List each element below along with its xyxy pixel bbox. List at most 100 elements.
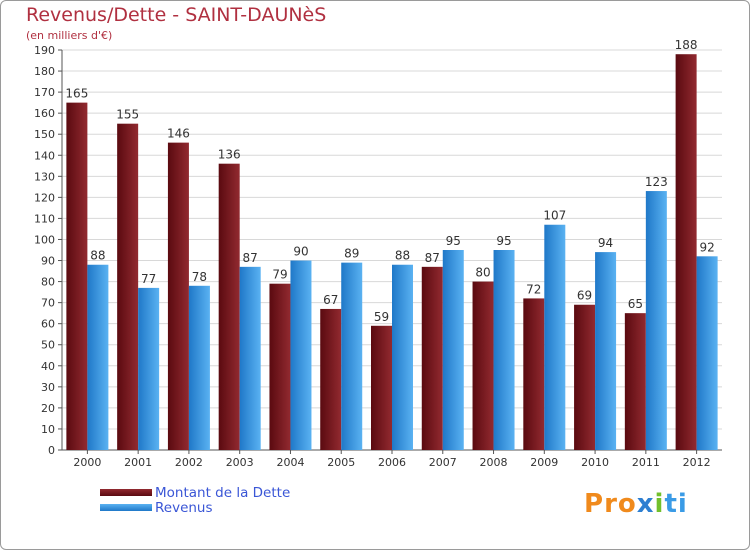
y-tick-label: 60 xyxy=(41,318,55,331)
value-label: 88 xyxy=(395,249,410,263)
value-label: 69 xyxy=(577,289,592,303)
bar-revenus xyxy=(442,250,464,450)
value-label: 59 xyxy=(374,310,389,324)
value-label: 87 xyxy=(243,251,258,265)
chart-title: Revenus/Dette - SAINT-DAUNèS xyxy=(26,4,327,26)
value-label: 88 xyxy=(90,249,105,263)
value-label: 95 xyxy=(496,234,511,248)
value-label: 165 xyxy=(65,87,88,101)
value-label: 72 xyxy=(526,282,541,296)
bar-revenus xyxy=(87,264,109,450)
bar-dette xyxy=(218,163,240,450)
chart-subtitle: (en milliers d'€) xyxy=(26,29,113,42)
x-tick-label: 2006 xyxy=(378,456,406,469)
value-label: 65 xyxy=(628,297,643,311)
y-tick-label: 130 xyxy=(34,170,55,183)
y-tick-label: 190 xyxy=(34,44,55,57)
value-label: 90 xyxy=(293,245,308,259)
value-label: 92 xyxy=(699,240,714,254)
value-label: 80 xyxy=(475,266,490,280)
bar-dette xyxy=(117,123,139,451)
bar-revenus xyxy=(645,191,667,451)
bar-revenus xyxy=(392,264,413,450)
bar-revenus xyxy=(188,285,210,450)
y-tick-label: 50 xyxy=(41,339,55,352)
bar-revenus xyxy=(341,262,363,450)
bar-dette xyxy=(269,283,291,450)
bar-dette xyxy=(675,54,697,451)
bar-dette xyxy=(472,281,494,450)
logo-letter: i xyxy=(677,489,688,519)
x-tick-label: 2002 xyxy=(175,456,203,469)
y-tick-label: 20 xyxy=(41,402,55,415)
bar-dette xyxy=(320,308,342,450)
y-tick-label: 140 xyxy=(34,149,55,162)
bar-dette xyxy=(624,313,646,450)
legend-swatch-revenus xyxy=(100,504,152,511)
y-tick-label: 0 xyxy=(48,444,55,457)
x-tick-label: 2009 xyxy=(530,456,558,469)
logo-letter: r xyxy=(604,489,618,519)
bar-dette xyxy=(574,304,596,450)
value-label: 155 xyxy=(116,108,139,122)
bar-revenus xyxy=(595,252,617,450)
y-tick-label: 110 xyxy=(34,212,55,225)
bar-dette xyxy=(371,325,392,450)
y-tick-label: 150 xyxy=(34,128,55,141)
bar-dette xyxy=(523,298,545,450)
x-tick-label: 2004 xyxy=(276,456,304,469)
value-label: 78 xyxy=(192,270,207,284)
logo-letter: x xyxy=(636,489,655,519)
value-label: 79 xyxy=(272,268,287,282)
bars xyxy=(66,54,718,451)
value-labels: 165 88 155 77 146 78 136 87 79 90 67 89 59 88 87 95 80 95… xyxy=(65,38,714,324)
x-tick-label: 2010 xyxy=(581,456,609,469)
value-label: 188 xyxy=(675,38,698,52)
logo-letter: o xyxy=(617,489,637,519)
legend-label-dette: Montant de la Dette xyxy=(155,485,291,501)
bar-revenus xyxy=(493,250,515,450)
bar-dette xyxy=(421,266,443,450)
value-label: 67 xyxy=(323,293,338,307)
logo-letter: t xyxy=(664,489,678,519)
x-tick-label: 2000 xyxy=(73,456,101,469)
value-label: 146 xyxy=(167,127,190,141)
value-label: 107 xyxy=(543,209,566,223)
proxiti-logo: Proxiti xyxy=(584,489,688,519)
bar-dette xyxy=(167,142,189,450)
y-tick-label: 10 xyxy=(41,423,55,436)
logo-letter: i xyxy=(654,489,665,519)
bar-revenus xyxy=(138,287,160,450)
x-tick-label: 2005 xyxy=(327,456,355,469)
tick-labels: 0 10 20 30 40 50 60 70 80 90 100 110 120 130 140 150 160… xyxy=(34,44,711,469)
y-tick-label: 90 xyxy=(41,255,55,268)
legend-swatch-dette xyxy=(100,489,152,496)
x-tick-label: 2007 xyxy=(429,456,457,469)
y-tick-label: 100 xyxy=(34,233,55,246)
bar-revenus xyxy=(290,260,312,450)
value-label: 123 xyxy=(645,175,668,189)
value-label: 94 xyxy=(598,236,613,250)
x-tick-label: 2003 xyxy=(226,456,254,469)
value-label: 87 xyxy=(425,251,440,265)
x-tick-label: 2011 xyxy=(632,456,660,469)
x-tick-label: 2012 xyxy=(683,456,711,469)
bar-dette xyxy=(66,102,88,450)
bar-revenus xyxy=(544,224,566,450)
logo-letter: P xyxy=(584,489,605,519)
y-tick-label: 40 xyxy=(41,360,55,373)
y-tick-label: 80 xyxy=(41,276,55,289)
y-tick-label: 180 xyxy=(34,65,55,78)
value-label: 77 xyxy=(141,272,156,286)
y-tick-label: 30 xyxy=(41,381,55,394)
y-tick-label: 70 xyxy=(41,297,55,310)
y-tick-label: 160 xyxy=(34,107,55,120)
x-tick-label: 2008 xyxy=(480,456,508,469)
value-label: 136 xyxy=(218,148,241,162)
legend-label-revenus: Revenus xyxy=(155,500,213,516)
value-label: 95 xyxy=(446,234,461,248)
y-tick-label: 120 xyxy=(34,191,55,204)
bar-revenus xyxy=(239,266,261,450)
x-tick-label: 2001 xyxy=(124,456,152,469)
